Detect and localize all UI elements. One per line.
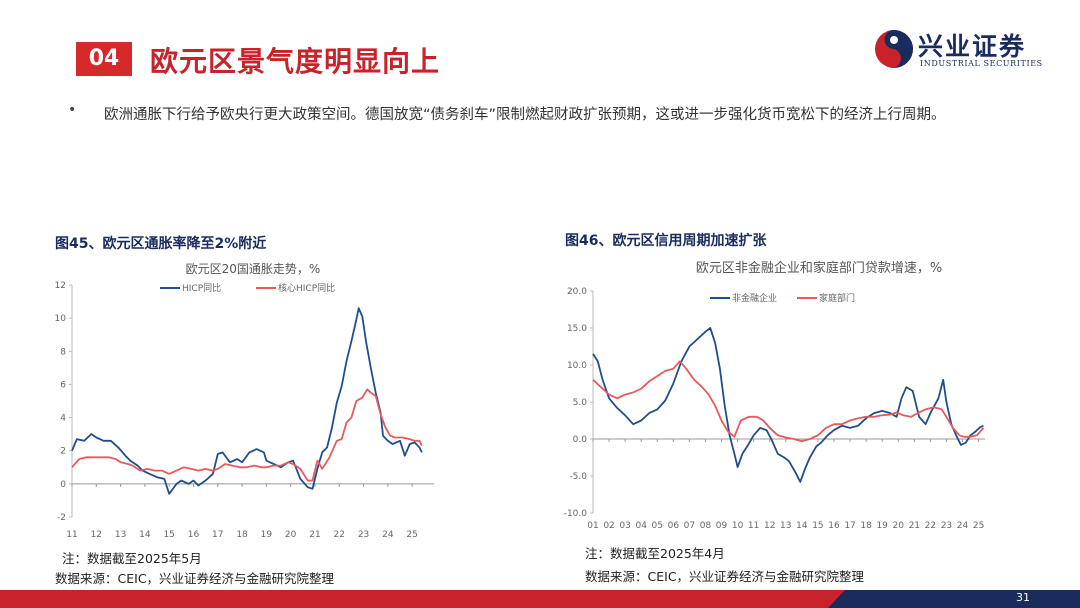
footer-bar — [0, 590, 1080, 608]
y-tick-label: -5.0 — [569, 472, 587, 482]
legend-label: HICP同比 — [182, 282, 221, 294]
x-tick-label: 21 — [909, 521, 920, 531]
chart-title: 欧元区非金融企业和家庭部门贷款增速，% — [696, 260, 942, 276]
y-tick-label: 0.0 — [573, 435, 588, 445]
x-tick-label: 15 — [812, 521, 823, 531]
series-line — [592, 360, 985, 443]
x-tick-label: 13 — [780, 521, 791, 531]
x-tick-label: 23 — [941, 521, 952, 531]
x-tick-label: 25 — [973, 521, 984, 531]
x-tick-label: 14 — [139, 530, 151, 540]
x-tick-label: 10 — [732, 521, 744, 531]
x-tick-label: 18 — [236, 530, 248, 540]
x-tick-label: 22 — [925, 521, 936, 531]
page-number: 31 — [1016, 591, 1030, 604]
x-tick-label: 21 — [309, 530, 320, 540]
series-line — [592, 327, 984, 483]
x-tick-label: 19 — [876, 521, 888, 531]
y-tick-label: 5.0 — [573, 398, 588, 408]
figure45-source: 数据来源：CEIC，兴业证券经济与金融研究院整理 — [55, 571, 335, 586]
x-tick-label: 13 — [115, 530, 126, 540]
figure45-note: 注：数据截至2025年5月 — [62, 551, 202, 566]
logo-english-name: INDUSTRIAL SECURITIES — [920, 59, 1043, 68]
legend-label: 核心HICP同比 — [278, 282, 335, 294]
x-tick-label: 11 — [66, 530, 77, 540]
x-tick-label: 15 — [163, 530, 174, 540]
x-tick-label: 05 — [652, 521, 663, 531]
credit-growth-chart: 欧元区非金融企业和家庭部门贷款增速，% -10.0 -5.0 0.0 5.0 10.0 15… — [564, 260, 985, 531]
figure45-caption: 图45、欧元区通胀率降至2%附近 — [55, 236, 267, 252]
y-tick-label: -10.0 — [564, 509, 588, 519]
y-tick-label: 10 — [55, 314, 67, 324]
series-line — [71, 388, 423, 482]
bullet-marker: • — [68, 102, 77, 118]
legend-label: 非金融企业 — [732, 292, 777, 304]
x-tick-label: 20 — [285, 530, 297, 540]
x-tick-label: 03 — [619, 521, 630, 531]
x-tick-label: 19 — [261, 530, 273, 540]
series-line — [71, 307, 423, 495]
y-tick-label: 20.0 — [567, 287, 587, 297]
legend-label: 家庭部门 — [819, 292, 855, 304]
chart-title: 欧元区20国通胀走势，% — [186, 262, 321, 276]
x-tick-label: 24 — [957, 521, 969, 531]
figure46-note: 注：数据截至2025年4月 — [585, 546, 725, 561]
x-tick-label: 20 — [893, 521, 905, 531]
y-tick-label: 8 — [60, 347, 66, 357]
x-tick-label: 16 — [188, 530, 200, 540]
bullet-text: 欧洲通胀下行给予欧央行更大政策空间。德国放宽“债务刹车”限制燃起财政扩张预期，这… — [104, 107, 946, 123]
x-tick-label: 23 — [358, 530, 369, 540]
logo-emblem-icon — [875, 30, 913, 68]
y-tick-label: 0 — [60, 480, 66, 490]
x-tick-label: 08 — [700, 521, 712, 531]
x-tick-label: 22 — [334, 530, 345, 540]
x-tick-label: 02 — [603, 521, 614, 531]
x-tick-label: 04 — [635, 521, 647, 531]
company-logo: 兴业证券 INDUSTRIAL SECURITIES — [872, 27, 1062, 73]
x-tick-label: 11 — [748, 521, 759, 531]
x-tick-label: 17 — [844, 521, 855, 531]
y-tick-label: 2 — [60, 447, 66, 457]
x-tick-label: 07 — [684, 521, 695, 531]
x-tick-label: 12 — [91, 530, 102, 540]
y-tick-label: -2 — [57, 513, 66, 523]
x-tick-label: 09 — [716, 521, 728, 531]
page-title: 欧元区景气度明显向上 — [150, 45, 441, 78]
x-tick-label: 18 — [860, 521, 872, 531]
section-number-badge: 04 — [76, 42, 132, 76]
y-tick-label: 6 — [60, 380, 66, 390]
y-tick-label: 12 — [55, 281, 66, 291]
figure46-source: 数据来源：CEIC，兴业证券经济与金融研究院整理 — [585, 569, 865, 584]
logo-chinese-name: 兴业证券 — [918, 32, 1027, 61]
figure46-caption: 图46、欧元区信用周期加速扩张 — [565, 233, 767, 249]
x-tick-label: 01 — [587, 521, 598, 531]
y-tick-label: 4 — [60, 414, 66, 424]
y-tick-label: 15.0 — [567, 324, 587, 334]
x-tick-label: 24 — [382, 530, 394, 540]
y-tick-label: 10.0 — [567, 361, 587, 371]
x-tick-label: 12 — [764, 521, 775, 531]
x-tick-label: 16 — [828, 521, 840, 531]
x-tick-label: 06 — [668, 521, 680, 531]
x-tick-label: 25 — [406, 530, 417, 540]
x-tick-label: 14 — [796, 521, 808, 531]
x-tick-label: 17 — [212, 530, 223, 540]
